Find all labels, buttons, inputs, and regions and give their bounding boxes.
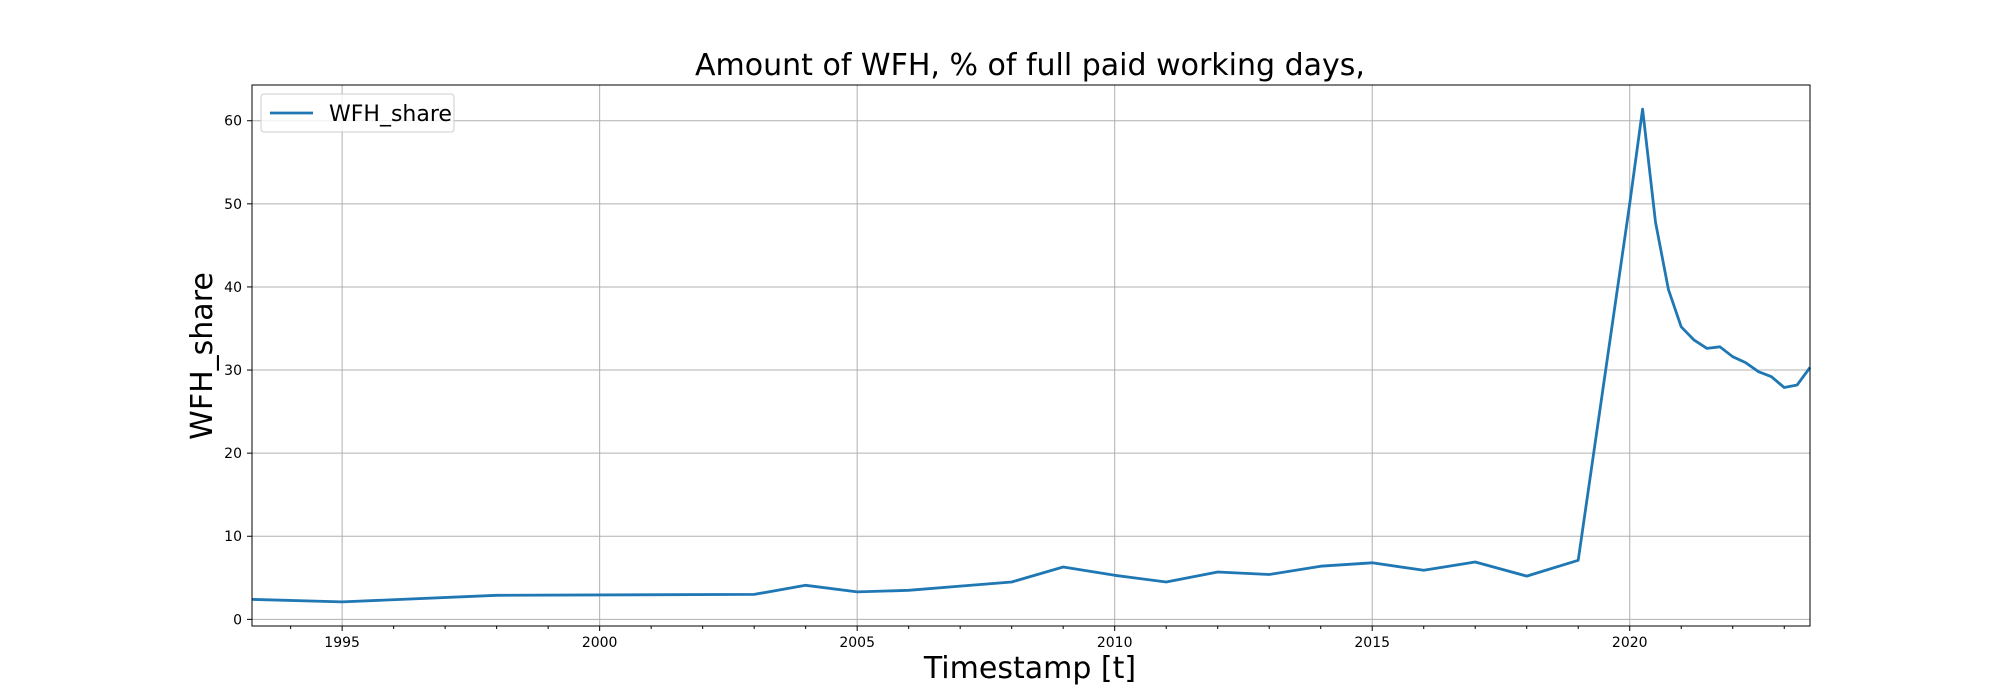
y-axis-label: WFH_share [185, 272, 220, 440]
axis-ticks: 0 10 20 30 40 50 60 1995 2000 2005 2010 2015 2020 [224, 114, 1785, 651]
series-line-wfh-share [251, 107, 1812, 604]
x-tick-label: 2010 [1097, 635, 1133, 651]
x-tick-label: 2020 [1612, 635, 1648, 651]
x-tick-label: 2000 [582, 635, 618, 651]
legend-label-wfh-share: WFH_share [329, 102, 452, 127]
legend: WFH_share [260, 93, 455, 133]
y-tick-label: 60 [224, 114, 242, 130]
grid [252, 85, 1810, 626]
x-tick-label: 1995 [324, 635, 360, 651]
y-tick-label: 40 [224, 280, 242, 296]
plot-frame [251, 84, 1811, 627]
x-tick-label: 2015 [1354, 635, 1390, 651]
legend-box [260, 93, 455, 133]
y-tick-label: 30 [224, 363, 242, 379]
chart-title: Amount of WFH, % of full paid working da… [695, 48, 1365, 83]
y-tick-label: 20 [224, 446, 242, 462]
y-tick-label: 10 [224, 529, 242, 545]
plot-area [251, 107, 1812, 604]
y-tick-label: 50 [224, 197, 242, 213]
y-tick-label: 0 [233, 612, 242, 628]
x-axis-label: Timestamp [t] [923, 651, 1136, 686]
x-tick-label: 2005 [839, 635, 875, 651]
